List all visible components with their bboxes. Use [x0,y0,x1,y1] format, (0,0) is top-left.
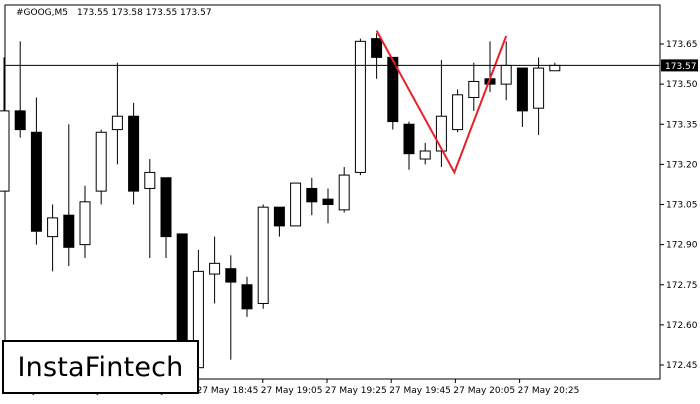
candle-body-bull [354,40,366,173]
candle-body-bull [290,182,302,227]
candle-body-bear [14,110,26,131]
candle [144,159,156,258]
candle [257,204,269,309]
candle [225,255,237,360]
y-tick-label: 172.90 [666,241,698,251]
y-tick-label: 173.35 [666,120,698,130]
candle-body-bull [549,64,561,72]
candle [30,97,42,245]
x-tick-label: 27 May 19:05 [261,386,323,396]
current-price-label: 173.57 [665,62,697,72]
candle-body-bull [435,115,447,152]
candle [14,41,26,138]
candle-body-bull [468,80,480,98]
candle [95,129,107,205]
candle [79,185,91,258]
candle [306,177,318,216]
candle-body-bear [63,214,75,248]
candle [533,57,545,135]
logo-text: InstaFintech [17,351,184,383]
y-tick-label: 172.75 [666,281,698,291]
candle-body-bear [160,177,172,238]
candle [338,167,350,213]
candle-body-bull [257,206,269,304]
x-tick-label: 27 May 20:05 [453,386,515,396]
candle [63,124,75,267]
candle-body-bear [128,115,140,192]
candle-body-bear [516,67,528,112]
candle-body-bull [209,262,221,275]
candle [322,188,334,224]
candle-body-bull [338,174,350,211]
candle-body-bull [79,201,91,246]
candle-body-bear [322,198,334,205]
chart-symbol: #GOOG,M5 [16,8,68,18]
y-tick-label: 172.60 [666,321,698,331]
y-axis: 173.65 173.50 173.35 173.20 173.05 172.90 172.… [5,40,698,371]
candle [452,89,464,133]
candle [241,276,253,317]
candle [516,67,528,127]
candles-layer [0,33,561,371]
candle [47,204,59,272]
candle-body-bull [95,131,107,192]
y-tick-label: 173.65 [666,40,698,50]
y-tick-label: 173.05 [666,201,698,211]
candle [371,33,383,79]
x-tick-label: 27 May 20:25 [518,386,580,396]
candle [0,57,10,192]
current-price-badge [661,59,698,72]
candle-body-bear [387,56,399,123]
y-tick-label: 173.20 [666,160,698,170]
candle [403,121,415,170]
candle-body-bear [241,284,253,310]
candle-body-bull [47,217,59,238]
candle [387,56,399,130]
candle-body-bull [0,110,10,192]
candle [128,102,140,205]
candle-body-bear [273,206,285,227]
candle [468,62,480,111]
candle [160,177,172,258]
y-tick-label: 173.50 [666,80,698,90]
candle-body-bear [306,187,318,203]
candle-body-bull [419,150,431,160]
candle-body-bull [533,67,545,109]
pattern-layer [375,30,508,175]
plot-frame [4,4,661,380]
candle-body-bear [403,123,415,155]
chart-ohlc: 173.55 173.58 173.55 173.57 [77,8,212,18]
candle [290,182,302,227]
pattern-line [375,30,508,175]
y-tick-label: 172.45 [666,361,698,371]
candle-body-bull [111,115,123,131]
candle-body-bull [452,94,464,131]
x-tick-label: 27 May 19:45 [389,386,451,396]
candle-body-bear [30,131,42,232]
candle-body-bull [500,64,512,85]
x-tick-label: 27 May 19:25 [325,386,387,396]
candle [273,206,285,237]
x-tick-label: 27 May 18:45 [197,386,259,396]
candle [209,236,221,304]
candle [419,142,431,165]
candle-body-bear [225,268,237,283]
candle-body-bear [371,38,383,58]
brand-logo: InstaFintech [2,340,199,394]
candle [111,62,123,165]
candle [354,38,366,176]
candle-body-bull [144,171,156,189]
